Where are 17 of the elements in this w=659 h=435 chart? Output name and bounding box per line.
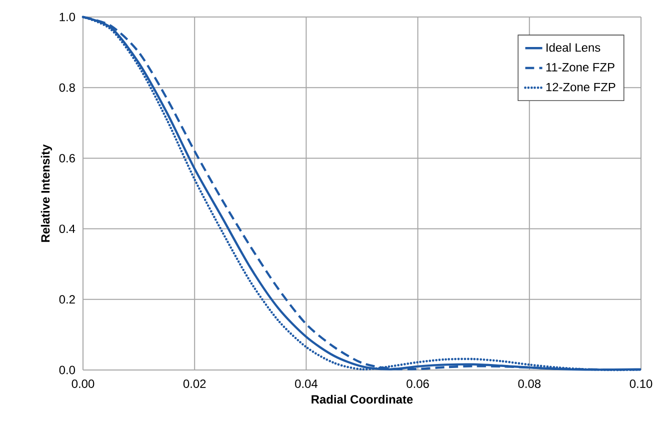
legend-label: 12-Zone FZP <box>546 82 616 92</box>
x-tick-label: 0.08 <box>518 380 541 388</box>
y-tick-label: 0.0 <box>59 366 76 374</box>
x-axis-title: Radial Coordinate <box>312 394 413 404</box>
x-tick-label: 0.10 <box>630 380 652 388</box>
y-tick-label: 0.8 <box>59 83 75 92</box>
x-tick-label: 0.06 <box>406 380 429 388</box>
y-tick-label: 0.6 <box>59 154 75 162</box>
y-axis-title: Relative Intensity <box>40 144 52 242</box>
x-tick-label: 0.02 <box>183 380 206 388</box>
y-tick-label: 0.2 <box>59 295 75 304</box>
legend-label: 11-Zone FZP <box>546 63 614 72</box>
y-tick-label: 1.0 <box>60 12 76 22</box>
x-tick-label: 0.04 <box>295 380 318 388</box>
x-tick-label: 0.00 <box>72 380 94 388</box>
y-tick-label: 0.4 <box>59 224 76 234</box>
legend-label: Ideal Lens <box>546 43 600 52</box>
